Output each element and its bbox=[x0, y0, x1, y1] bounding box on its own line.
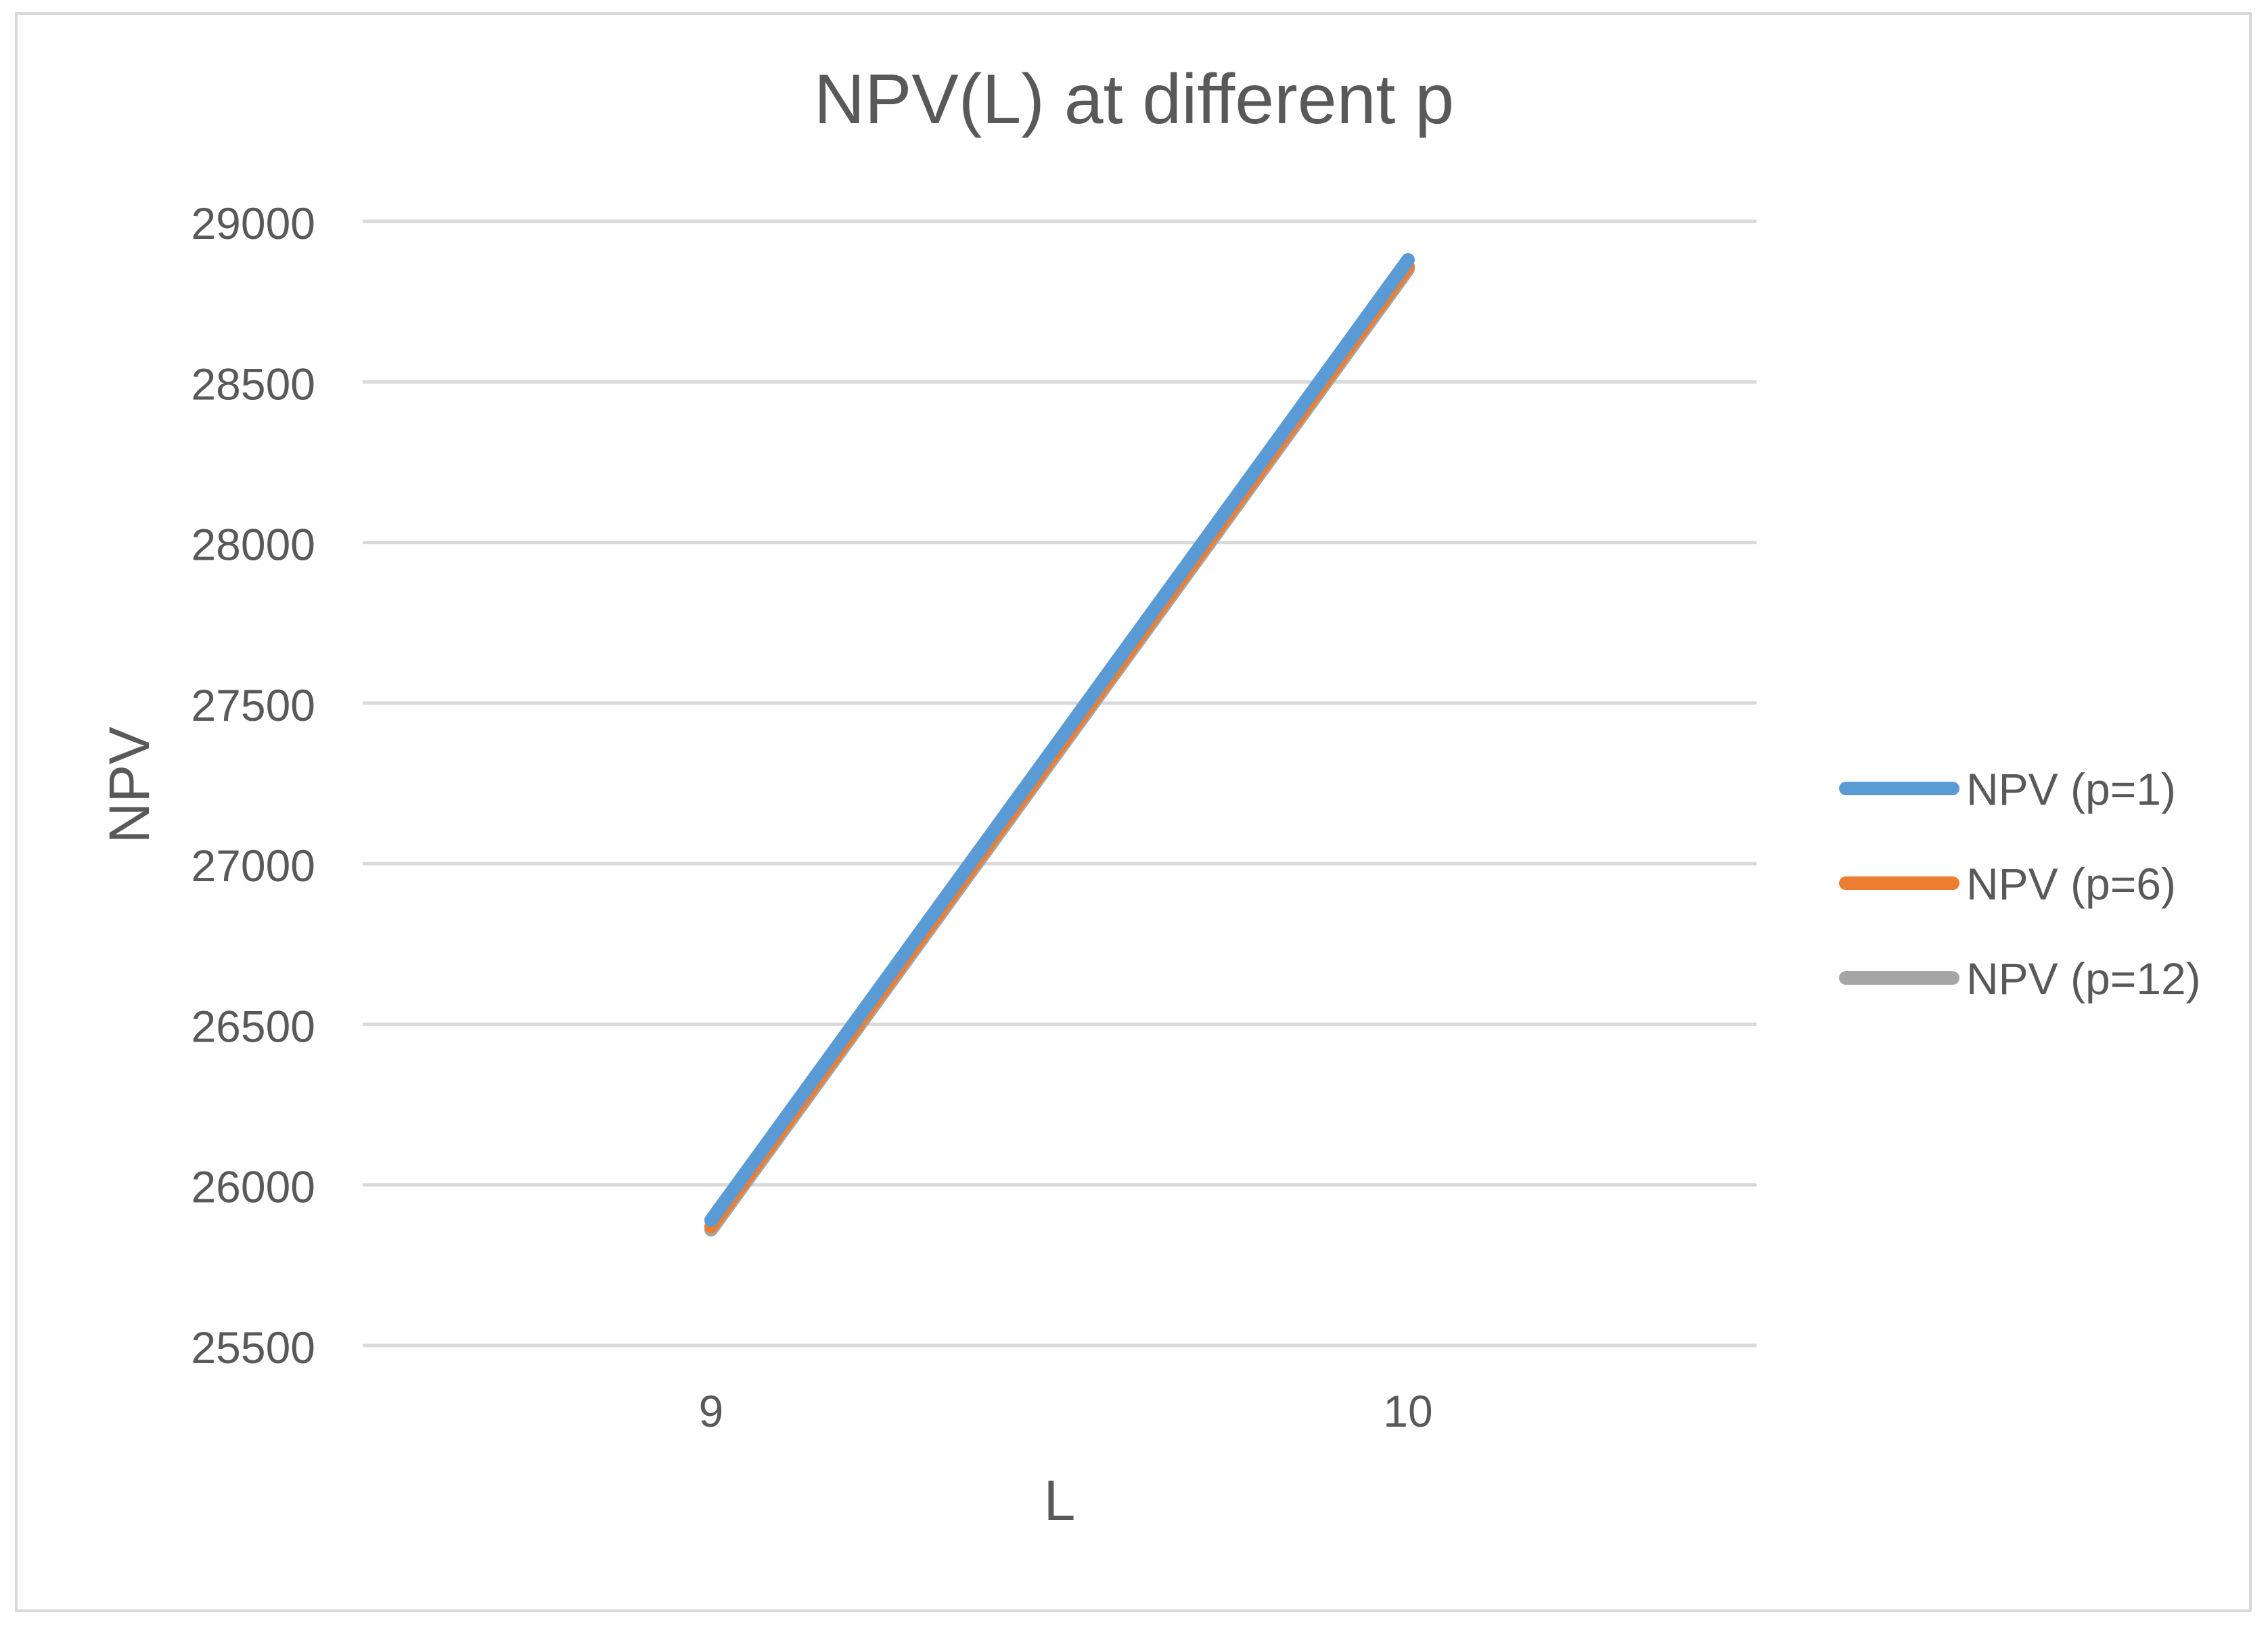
y-tick-label: 26500 bbox=[191, 1001, 315, 1051]
chart-title: NPV(L) at different p bbox=[814, 60, 1454, 139]
x-tick-label: 9 bbox=[699, 1386, 724, 1436]
series-line-1 bbox=[704, 252, 1415, 1227]
y-tick-label: 28500 bbox=[191, 359, 315, 409]
series-lines bbox=[704, 252, 1415, 1237]
x-tick-label: 10 bbox=[1383, 1386, 1432, 1436]
gridlines bbox=[363, 219, 1756, 1347]
y-tick-label: 26000 bbox=[191, 1162, 315, 1212]
y-axis-label: NPV bbox=[97, 727, 161, 844]
legend: NPV (p=1) NPV (p=6) NPV (p=12) bbox=[1839, 764, 2201, 1004]
y-tick-label: 27500 bbox=[191, 680, 315, 730]
legend-label: NPV (p=12) bbox=[1966, 954, 2201, 1004]
y-tick-label: 28000 bbox=[191, 520, 315, 570]
y-tick-label: 27000 bbox=[191, 841, 315, 891]
y-tick-label: 29000 bbox=[191, 198, 315, 248]
chart-border bbox=[15, 12, 2252, 1612]
legend-label: NPV (p=6) bbox=[1966, 859, 2176, 909]
x-axis-label: L bbox=[1044, 1469, 1076, 1532]
x-tick-labels: 9 10 bbox=[699, 1386, 1433, 1436]
y-tick-labels: 25500 26000 26500 27000 27500 28000 28500 29000 bbox=[191, 198, 315, 1373]
legend-label: NPV (p=1) bbox=[1966, 764, 2176, 814]
y-tick-label: 25500 bbox=[191, 1322, 315, 1373]
